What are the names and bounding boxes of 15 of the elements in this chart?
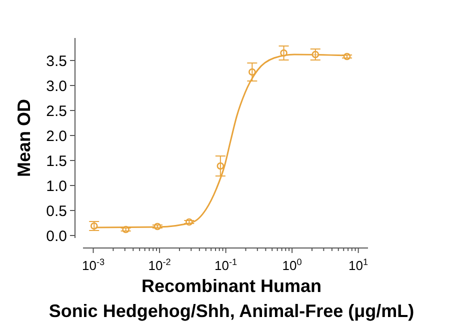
x-tick-label: 10$^{-3}$ xyxy=(82,257,105,273)
x-tick-label: 10$^{-1}$ xyxy=(214,257,238,273)
y-tick-label: 1.0 xyxy=(46,178,67,195)
y-tick-label: 3.5 xyxy=(46,52,67,70)
y-tick-label: 2.0 xyxy=(46,128,67,145)
x-tick-label: 10$^{-2}$ xyxy=(148,257,171,273)
y-tick-label: 3.0 xyxy=(46,78,67,95)
y-tick-label: 0.0 xyxy=(46,228,67,245)
y-tick-label: 0.5 xyxy=(46,202,67,220)
y-axis-title: Mean OD xyxy=(14,98,34,178)
x-tick-label: 10$^{0}$ xyxy=(282,257,302,273)
y-tick-label: 1.5 xyxy=(46,152,67,170)
x-axis-title: Recombinant Human Sonic Hedgehog/Shh, Animal-Free (μg/mL) xyxy=(48,276,414,321)
x-tick-label: 10$^{1}$ xyxy=(348,257,368,273)
y-tick-label: 2.5 xyxy=(46,102,67,120)
